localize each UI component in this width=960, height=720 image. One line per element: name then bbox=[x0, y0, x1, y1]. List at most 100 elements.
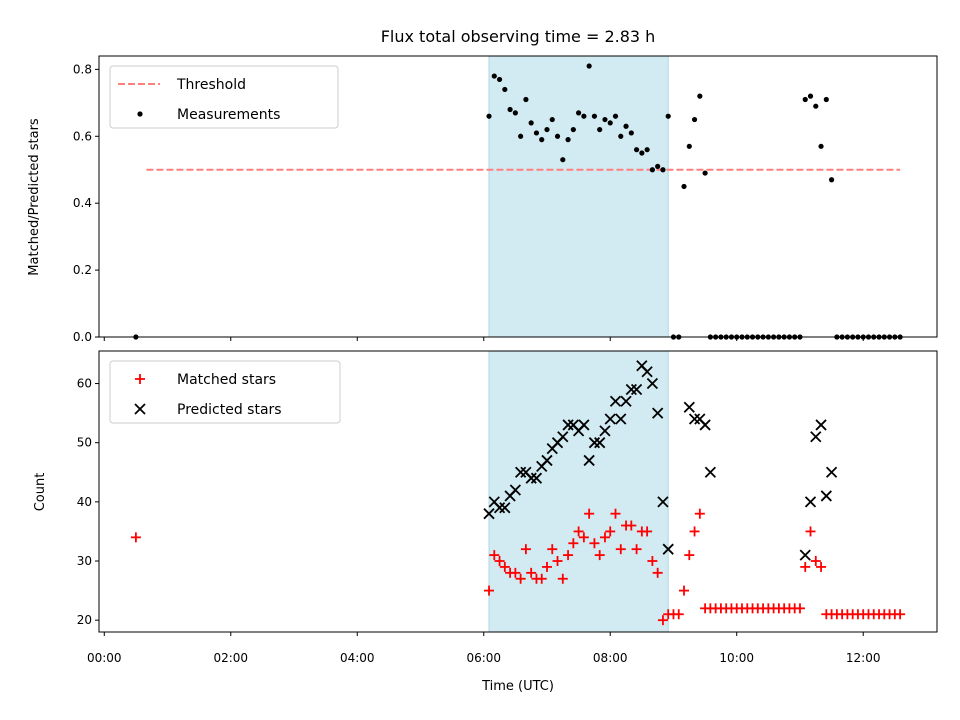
measurement-point bbox=[533, 130, 540, 136]
measurement-point bbox=[686, 143, 692, 149]
predicted-star-point bbox=[541, 454, 553, 467]
matched-star-point bbox=[520, 544, 531, 555]
measurement-point bbox=[586, 63, 592, 69]
measurement-point bbox=[660, 167, 666, 173]
matched-star-point bbox=[515, 573, 526, 584]
measurement-point bbox=[576, 110, 582, 116]
x-b bbox=[630, 383, 643, 396]
x-b bbox=[594, 437, 606, 449]
predicted-star-point bbox=[810, 431, 822, 443]
predicted-star-point bbox=[499, 502, 511, 514]
measurement-point bbox=[807, 93, 814, 99]
x-b bbox=[493, 502, 506, 514]
x-b bbox=[699, 419, 711, 431]
matched-star-point bbox=[484, 585, 495, 596]
legend-label: Measurements bbox=[177, 107, 280, 123]
top-y-axis-label: Matched/Predicted stars bbox=[27, 118, 42, 276]
matched-star-point bbox=[689, 526, 700, 537]
measurement-point bbox=[518, 133, 524, 139]
predicted-star-point bbox=[588, 437, 601, 449]
x-b bbox=[488, 496, 500, 508]
x-b bbox=[683, 401, 695, 413]
x-b bbox=[509, 484, 522, 496]
measurement-point bbox=[818, 143, 824, 149]
predicted-star-point bbox=[620, 395, 632, 407]
measurement-point bbox=[612, 113, 619, 119]
x-b bbox=[557, 431, 569, 443]
x-b bbox=[694, 413, 706, 425]
measurement-point bbox=[828, 177, 835, 183]
x-b bbox=[541, 454, 553, 467]
predicted-star-point bbox=[815, 419, 827, 431]
x-b bbox=[646, 377, 659, 390]
bottom-axes-frame bbox=[98, 350, 938, 633]
measurement-point bbox=[507, 106, 513, 113]
bottom-observing-window bbox=[488, 350, 669, 633]
predicted-star-point bbox=[630, 383, 643, 396]
predicted-star-point bbox=[604, 413, 616, 425]
measurement-point bbox=[691, 116, 698, 123]
matched-star-point bbox=[657, 615, 668, 626]
x-tick-label: 02:00 bbox=[213, 651, 248, 665]
x-b bbox=[636, 360, 648, 372]
predicted-star-point bbox=[509, 484, 522, 496]
measurement-point bbox=[813, 103, 819, 109]
matched-star-point bbox=[584, 508, 595, 519]
predicted-star-point bbox=[609, 395, 622, 407]
x-b bbox=[799, 549, 811, 561]
x-b bbox=[483, 508, 495, 520]
x-b bbox=[810, 431, 822, 443]
measurement-point bbox=[618, 133, 624, 139]
x-b bbox=[599, 425, 611, 437]
matched-star-point bbox=[510, 567, 521, 578]
matched-star-point bbox=[610, 508, 621, 519]
matched-star-point bbox=[615, 544, 626, 555]
predicted-star-point bbox=[688, 413, 701, 425]
x-b bbox=[514, 466, 527, 478]
matched-star-point bbox=[599, 532, 610, 543]
predicted-star-point bbox=[583, 454, 595, 467]
x-b bbox=[499, 502, 511, 514]
predicted-star-point bbox=[662, 543, 674, 555]
predicted-star-point bbox=[652, 407, 664, 419]
matched-star-point bbox=[631, 544, 642, 555]
matched-star-point bbox=[805, 526, 816, 537]
predicted-star-point bbox=[530, 472, 543, 484]
matched-star-point bbox=[810, 556, 821, 567]
x-tick-label: 00:00 bbox=[87, 651, 122, 665]
measurement-point bbox=[597, 126, 603, 133]
predicted-star-point bbox=[646, 377, 659, 390]
legend-label: Matched stars bbox=[177, 372, 276, 388]
predicted-star-point bbox=[657, 496, 669, 508]
matched-star-point bbox=[684, 550, 695, 561]
bottom-y-tick-label: 60 bbox=[77, 377, 92, 391]
matched-star-point bbox=[526, 567, 537, 578]
top-axes-frame bbox=[98, 55, 938, 338]
bottom-legend: Matched stars Predicted stars bbox=[109, 360, 341, 424]
x-b bbox=[815, 419, 827, 431]
top-y-tick-label: 0.4 bbox=[73, 196, 92, 210]
bottom-y-axis-label: Count bbox=[33, 473, 48, 512]
x-b bbox=[604, 413, 616, 425]
matched-star-point bbox=[647, 556, 658, 567]
measurement-point bbox=[644, 147, 650, 153]
x-b bbox=[657, 496, 669, 508]
top-panel: 0.0 0.2 0.4 0.6 0.8 Threshold Measurements bbox=[73, 55, 938, 344]
matched-star-point bbox=[589, 538, 600, 549]
predicted-star-point bbox=[704, 466, 717, 478]
matched-star-point bbox=[573, 526, 584, 537]
measurement-point bbox=[633, 147, 640, 153]
matched-star-point bbox=[494, 556, 505, 567]
predicted-star-point bbox=[625, 383, 637, 396]
x-b bbox=[588, 437, 601, 449]
x-b bbox=[825, 466, 838, 478]
x-b bbox=[567, 419, 579, 431]
predicted-star-point bbox=[525, 472, 537, 484]
matched-star-point bbox=[563, 550, 574, 561]
predicted-star-point bbox=[820, 490, 832, 502]
matched-star-point bbox=[895, 609, 906, 620]
matched-star-point bbox=[557, 573, 568, 584]
x-b bbox=[625, 383, 637, 396]
measurement-point bbox=[581, 113, 587, 119]
x-b bbox=[652, 407, 664, 419]
